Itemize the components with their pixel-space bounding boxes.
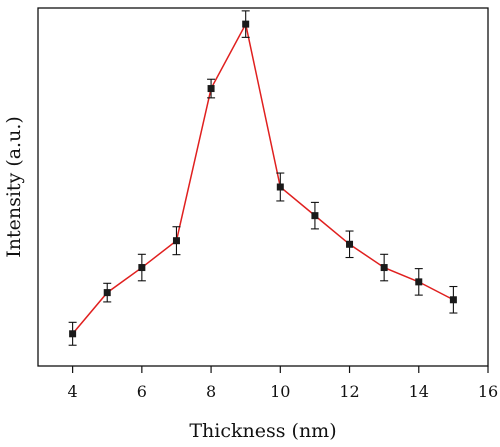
data-point-marker bbox=[103, 289, 111, 297]
data-point-marker bbox=[415, 278, 423, 286]
data-point-marker bbox=[242, 20, 250, 28]
x-tick-label: 6 bbox=[137, 382, 147, 401]
x-tick-label: 10 bbox=[270, 382, 290, 401]
data-point-marker bbox=[346, 240, 354, 248]
x-axis-label: Thickness (nm) bbox=[189, 420, 336, 442]
x-tick-label: 12 bbox=[339, 382, 359, 401]
x-tick-label: 14 bbox=[409, 382, 429, 401]
x-tick-label: 8 bbox=[206, 382, 216, 401]
series-line bbox=[72, 21, 454, 335]
data-point-marker bbox=[172, 237, 180, 245]
data-point-marker bbox=[138, 264, 146, 272]
plot-frame bbox=[37, 7, 489, 367]
series-layer bbox=[68, 10, 458, 346]
data-point-marker bbox=[276, 183, 284, 191]
data-point-marker bbox=[207, 85, 215, 93]
x-tick-label: 4 bbox=[68, 382, 78, 401]
data-point-marker bbox=[69, 330, 77, 338]
x-axis-ticks: 4 6 8 10 12 14 16 bbox=[68, 366, 498, 401]
data-point-marker bbox=[311, 212, 319, 220]
x-tick-label: 16 bbox=[478, 382, 498, 401]
data-point-marker bbox=[449, 296, 457, 304]
y-axis-label: Intensity (a.u.) bbox=[3, 116, 25, 258]
data-point-marker bbox=[380, 264, 388, 272]
